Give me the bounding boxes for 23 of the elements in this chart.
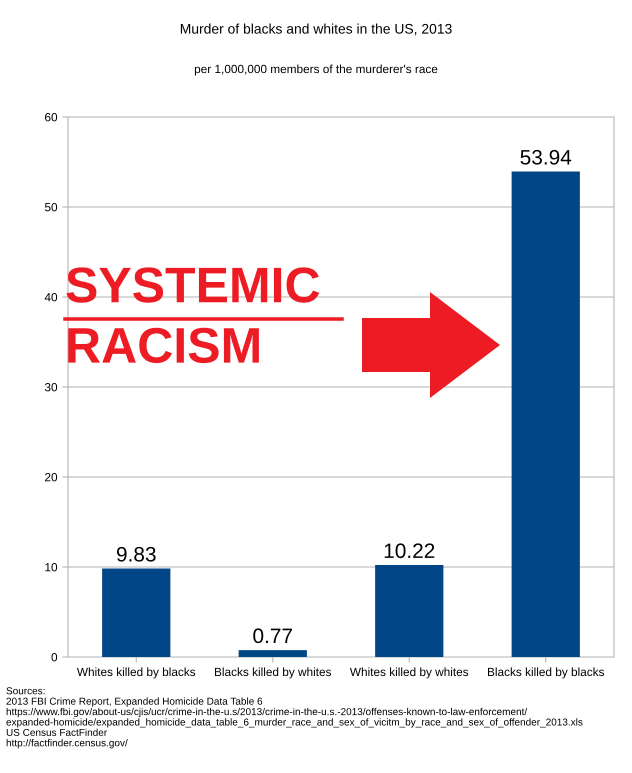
- y-tick-label: 10: [45, 563, 58, 572]
- y-tick-label: 50: [44, 203, 58, 212]
- bar: [512, 172, 580, 657]
- data-label: 10.22: [384, 543, 434, 558]
- data-label: 9.83: [116, 546, 156, 562]
- x-tick-label: Blacks killed by blacks: [488, 667, 604, 678]
- bar: [375, 565, 444, 657]
- source-note: Sources: 2013 FBI Crime Report, Expanded Homicide Data Table 6 https://www.fbi.gov/about-us/cjis/ucr/crime-in-the-u.s/2013/crime-in-the-u.s.-2013/offenses-known-to-law-enforcement/ expanded-homicide/expanded_homicide_data_table_6_murder_race_and_sex_of_vicitm_by_race_and_sex_of_offender_2013.xls US Census FactFinder http://factfinder.census.gov/: [6, 687, 583, 748]
- y-tick-label: 30: [44, 383, 58, 392]
- y-tick-label: 40: [44, 293, 58, 302]
- y-tick-label: 20: [45, 473, 58, 482]
- bar: [102, 568, 170, 657]
- y-tick-label: 0: [51, 653, 58, 662]
- chart-subtitle: per 1,000,000 members of the murderer's race: [194, 64, 438, 76]
- x-tick-label: Whites killed by whites: [350, 667, 468, 678]
- data-label: 0.77: [253, 628, 292, 644]
- chart-title: Murder of blacks and whites in the US, 2013: [180, 24, 452, 36]
- y-tick-label: 60: [45, 113, 58, 122]
- bar: [238, 650, 307, 657]
- x-tick-label: Whites killed by blacks: [76, 667, 196, 678]
- annotation: SYSTEMIC RACISM: [66, 267, 320, 364]
- x-tick-label: Blacks killed by whites: [215, 667, 332, 678]
- data-label: 53.94: [520, 150, 572, 165]
